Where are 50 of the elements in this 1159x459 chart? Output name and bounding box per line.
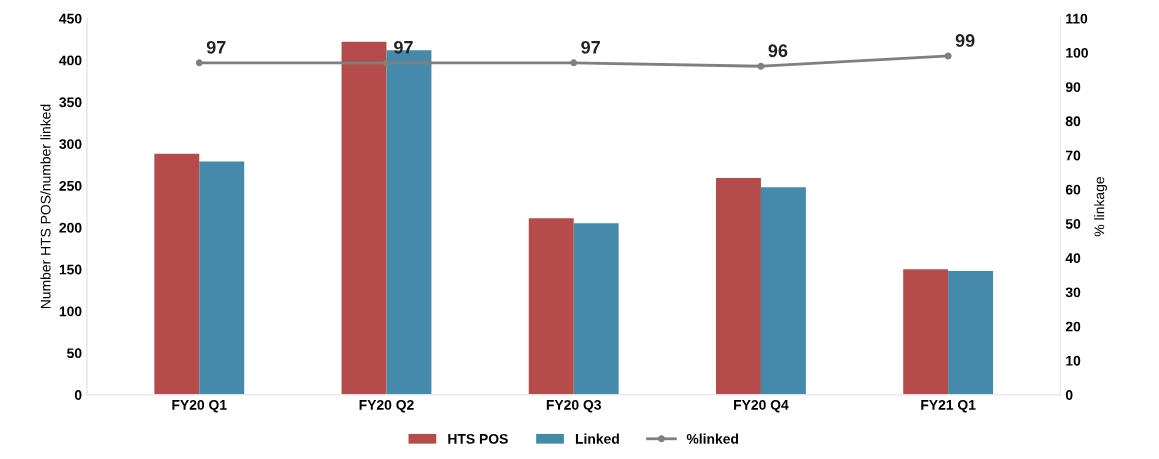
y-tick-label: 450 (59, 13, 82, 24)
point (570, 59, 578, 67)
bar (715, 178, 761, 395)
y2-tick-label: 10 (1066, 355, 1081, 366)
data-label: 96 (768, 44, 788, 58)
y-tick-label: 100 (59, 306, 82, 317)
x-tick-label: FY20 Q1 (172, 399, 227, 413)
y2-tick-label: 60 (1065, 184, 1081, 195)
y-axis-title: Number HTS POS/number linked (40, 104, 51, 309)
bar (573, 223, 619, 395)
y-tick-label: 150 (59, 264, 82, 275)
y2-tick-label: 50 (1065, 218, 1081, 229)
y-tick-label: 0 (74, 390, 82, 400)
legend-label: HTS POS (448, 433, 508, 444)
x-tick-label: FY20 Q2 (359, 399, 414, 413)
data-label: 97 (206, 40, 226, 54)
y2-tick-label: 80 (1065, 116, 1081, 127)
bar (528, 218, 574, 395)
y2-axis-title: % linkage (1094, 177, 1108, 237)
y-tick-label: 200 (59, 222, 82, 233)
y-tick-label: 400 (59, 55, 82, 66)
y2-tick-label: 110 (1066, 13, 1088, 24)
y2-tick-label: 30 (1065, 287, 1081, 298)
y2-tick-label: 40 (1065, 253, 1081, 264)
bar (903, 269, 949, 395)
bar (199, 161, 245, 395)
point (383, 59, 390, 67)
y-tick-label: 350 (59, 97, 82, 108)
data-label: 99 (955, 34, 975, 47)
legend-label: %linked (686, 433, 739, 444)
y-tick-label: 250 (59, 180, 82, 191)
y-tick-label: 300 (59, 139, 82, 150)
y2-tick-label: 0 (1065, 390, 1073, 400)
bar (154, 153, 200, 395)
x-tick-label: FY20 Q3 (546, 399, 601, 413)
y2-tick-label: 90 (1065, 82, 1081, 92)
x-tick-label: FY21 Q1 (921, 399, 976, 413)
y2-tick-label: 70 (1065, 150, 1081, 161)
point (757, 62, 765, 70)
point (944, 52, 952, 60)
bar (760, 187, 806, 395)
data-label: 97 (581, 40, 600, 54)
bar (341, 41, 387, 395)
legend-label: Linked (575, 433, 619, 444)
y2-tick-label: 20 (1065, 321, 1081, 332)
y2-tick-label: 100 (1066, 47, 1088, 58)
x-tick-label: FY20 Q4 (734, 399, 789, 413)
point (195, 59, 203, 67)
bar (948, 270, 994, 395)
y-tick-label: 50 (67, 348, 82, 359)
